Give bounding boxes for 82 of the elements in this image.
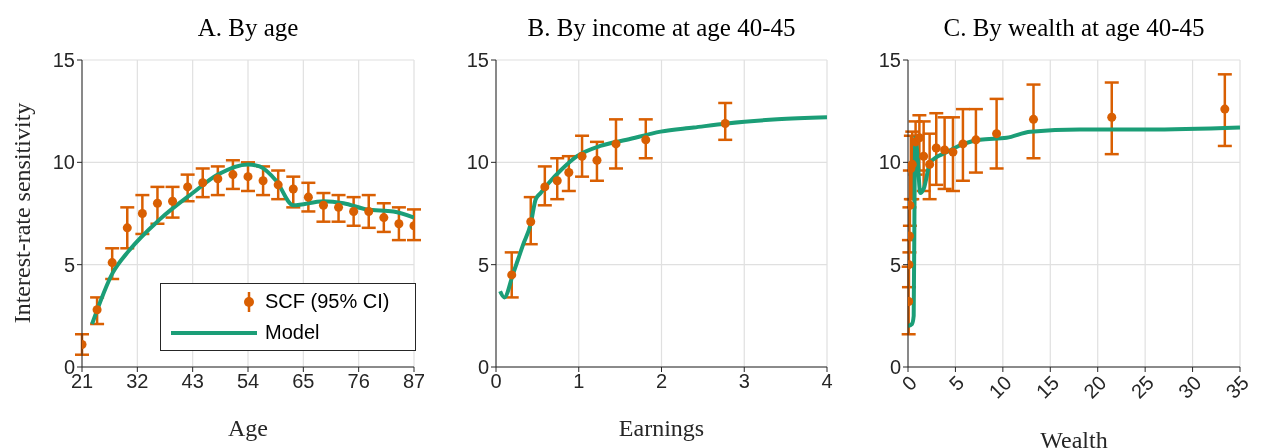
point [908,159,917,169]
point [1107,112,1117,122]
y-tick-label: 5 [477,253,489,276]
point [318,200,328,210]
x-tick-label: 35 [1221,371,1253,403]
x-tick-label: 10 [984,371,1016,403]
x-tick-label: 5 [944,371,969,395]
x-axis-title: Wealth [1040,427,1108,448]
point [364,206,374,216]
x-axis-title: Earnings [618,415,705,441]
y-tick-label: 15 [52,49,75,72]
line-series [908,125,1240,329]
x-tick-label: 1 [573,370,585,393]
x-tick-label: 15 [1031,371,1064,403]
point [168,196,178,206]
point [349,206,359,216]
point [1220,104,1230,114]
point [334,202,344,212]
point [507,270,517,280]
legend-label: Model [265,321,320,344]
point [198,178,208,188]
point [919,151,929,161]
y-tick-label: 10 [878,151,901,174]
y-tick-label: 0 [889,356,901,379]
point [577,151,587,161]
legend-label: SCF (95% CI) [265,290,390,313]
point [122,223,132,233]
x-tick-label: 30 [1174,371,1206,403]
y-tick-label: 15 [878,49,901,72]
point [971,135,981,145]
x-tick-label: 2 [655,370,668,393]
y-tick-label: 0 [477,356,489,379]
x-tick-label: 32 [126,370,149,393]
point [552,176,562,186]
point [394,219,404,229]
point [592,155,602,165]
point [564,168,574,178]
x-tick-label: 76 [347,370,370,393]
chart-title: A. By age [196,14,300,42]
point [243,172,253,182]
point [925,159,935,169]
point [914,133,924,143]
y-tick-label: 10 [466,151,489,174]
x-axis-title: Age [228,415,268,441]
point [228,170,238,180]
x-tick-label: 65 [292,370,315,393]
point [379,213,389,223]
point [948,147,958,157]
point [940,145,950,155]
point [92,305,102,315]
point [303,192,313,202]
chart-title: C. By wealth at age 40-45 [942,14,1206,42]
point [107,258,117,268]
x-tick-label: 54 [236,370,260,393]
point [992,129,1002,139]
point [611,139,621,149]
point [152,198,162,208]
point [641,135,651,145]
point [258,176,268,186]
x-tick-label: 43 [181,370,204,393]
y-tick-label: 15 [466,49,489,72]
x-tick-label: 25 [1126,371,1159,403]
point [137,208,147,219]
point [540,182,550,192]
chart-title: B. By income at age 40-45 [526,14,797,42]
x-tick-label: 4 [821,370,833,393]
x-tick-label: 3 [738,370,750,393]
point [720,118,730,128]
x-tick-label: 20 [1079,371,1111,403]
x-tick-label: 87 [402,370,426,393]
point [273,180,283,190]
y-tick-label: 5 [63,253,75,276]
point [213,174,223,184]
point [526,217,536,227]
point [1028,114,1039,124]
point [958,139,968,149]
point [183,182,193,192]
y-tick-label: 5 [889,253,901,276]
point [288,184,298,194]
y-axis-title: Interest-rate sensitivity [8,101,36,326]
line-series [498,115,827,300]
y-tick-label: 10 [52,151,75,174]
